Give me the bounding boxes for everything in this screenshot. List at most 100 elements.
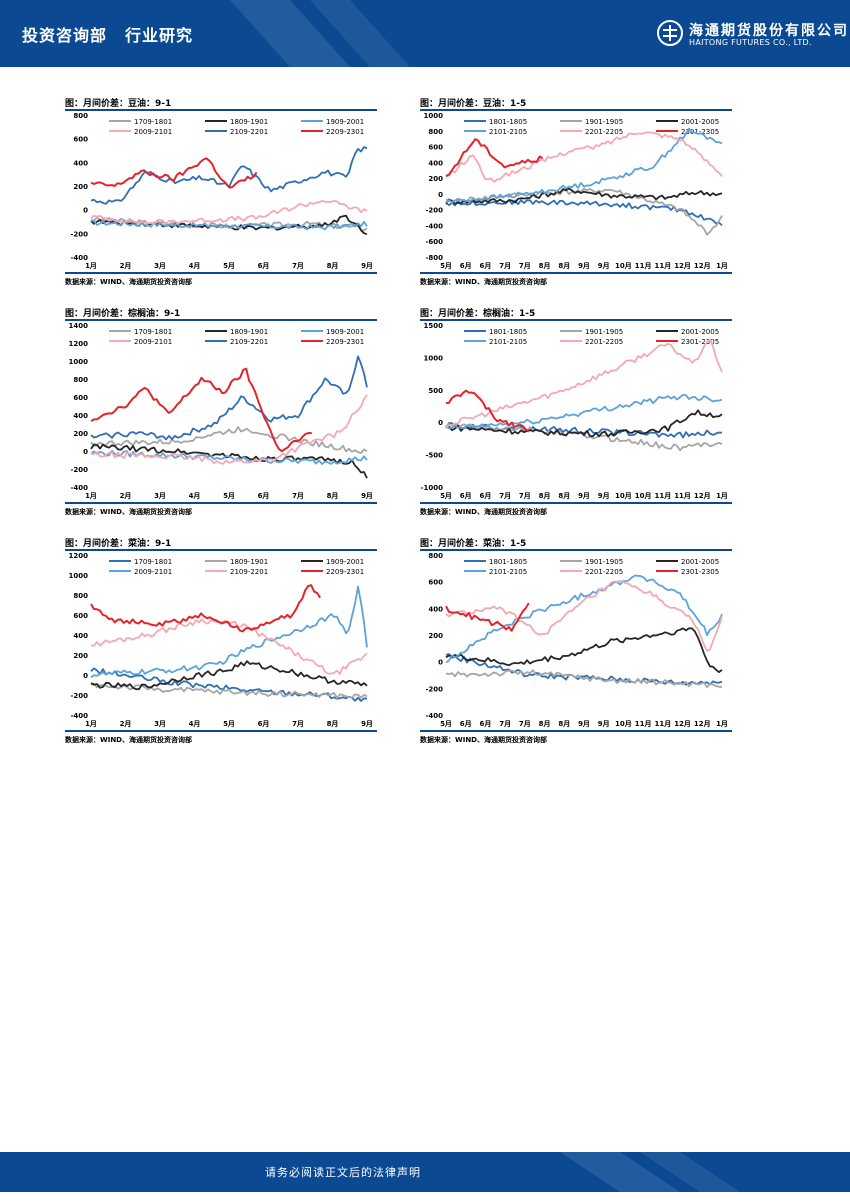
legend-entry: 1901-1905: [560, 328, 623, 336]
y-tick-label: -600: [425, 238, 443, 246]
legend-label: 1901-1905: [585, 118, 623, 126]
x-tick-label: 5月: [223, 262, 235, 270]
legend-entry: 2001-2005: [656, 118, 719, 126]
x-tick-label: 7月: [519, 720, 531, 728]
chart-title: 图：月间价差：棕榈油：1-5: [420, 309, 536, 319]
series-line-1909-2001: [90, 660, 368, 691]
x-tick-label: 6月: [460, 492, 472, 500]
y-tick-label: -1000: [421, 484, 444, 492]
x-tick-label: 4月: [189, 720, 201, 728]
x-tick-label: 8月: [558, 262, 570, 270]
x-tick-label: 9月: [578, 720, 590, 728]
x-tick-label: 1月: [716, 262, 728, 270]
series-line-1901-1905: [445, 187, 723, 236]
y-tick-label: 500: [428, 387, 443, 395]
y-tick-label: 400: [73, 632, 88, 640]
x-tick-label: 8月: [327, 720, 339, 728]
legend-entry: 1801-1805: [464, 558, 527, 566]
x-tick-label: 6月: [258, 720, 270, 728]
legend-entry: 1709-1801: [109, 118, 172, 126]
x-tick-label: 10月: [615, 262, 632, 270]
legend-entry: 1809-1901: [205, 328, 268, 336]
x-tick-label: 6月: [258, 262, 270, 270]
y-tick-label: 0: [438, 659, 443, 667]
x-tick-label: 11月: [654, 492, 671, 500]
y-tick-label: 200: [73, 652, 88, 660]
x-tick-label: 2月: [120, 492, 132, 500]
legend-label: 2301-2305: [681, 128, 719, 136]
legend-entry: 1801-1805: [464, 328, 527, 336]
y-tick-label: 400: [73, 159, 88, 167]
y-tick-label: -200: [70, 692, 88, 700]
y-tick-label: 0: [83, 672, 88, 680]
y-tick-label: -200: [70, 466, 88, 474]
series-line-2301-2305: [445, 602, 530, 632]
y-tick-label: 200: [73, 430, 88, 438]
legend-label: 1801-1805: [489, 328, 527, 336]
x-tick-label: 1月: [716, 492, 728, 500]
y-tick-label: 800: [428, 128, 443, 136]
legend-entry: 2001-2005: [656, 558, 719, 566]
series-line-1801-1805: [445, 198, 723, 227]
chart-source: 数据来源：WIND、海通期货投资咨询部: [65, 278, 192, 286]
chart-bottom-rule: [65, 272, 377, 274]
chart-title: 图：月间价差：豆油：1-5: [420, 99, 527, 109]
y-tick-label: 1400: [69, 322, 89, 330]
x-tick-label: 6月: [479, 492, 491, 500]
x-tick-label: 2月: [120, 262, 132, 270]
x-tick-label: 9月: [361, 262, 373, 270]
x-tick-label: 9月: [598, 262, 610, 270]
legend-label: 2301-2305: [681, 568, 719, 576]
legend-label: 2001-2005: [681, 328, 719, 336]
y-tick-label: 600: [73, 136, 88, 144]
series-line-2101-2105: [445, 394, 723, 430]
series-line-1901-1905: [445, 669, 723, 689]
series-line-2109-2201: [90, 618, 368, 675]
legend-label: 2101-2105: [489, 338, 527, 346]
chart-top-rule: [420, 319, 732, 321]
x-tick-label: 3月: [154, 492, 166, 500]
legend-label: 1709-1801: [134, 558, 172, 566]
x-tick-label: 9月: [578, 492, 590, 500]
series-line-2109-2201: [90, 146, 368, 205]
x-tick-label: 2月: [120, 720, 132, 728]
x-tick-label: 9月: [361, 492, 373, 500]
legend-entry: 2001-2005: [656, 328, 719, 336]
chart-source: 数据来源：WIND、海通期货投资咨询部: [420, 508, 547, 516]
legend-entry: 2109-2201: [205, 568, 268, 576]
legend-entry: 2009-2101: [109, 338, 172, 346]
series-line-1909-2001: [91, 219, 368, 231]
y-tick-label: 600: [73, 612, 88, 620]
x-tick-label: 3月: [154, 262, 166, 270]
x-tick-label: 8月: [558, 720, 570, 728]
y-tick-label: 800: [428, 552, 443, 560]
y-tick-label: -400: [70, 712, 88, 720]
chart-bottom-rule: [65, 730, 377, 732]
x-tick-label: 11月: [654, 262, 671, 270]
legend-entry: 1801-1805: [464, 118, 527, 126]
legend-entry: 2301-2305: [656, 568, 719, 576]
legend-entry: 1909-2001: [301, 558, 364, 566]
x-tick-label: 11月: [654, 720, 671, 728]
chart-title: 图：月间价差：菜油：1-5: [420, 539, 527, 549]
series-line-2001-2005: [445, 409, 723, 438]
x-tick-label: 8月: [558, 492, 570, 500]
x-tick-label: 12月: [694, 720, 711, 728]
series-line-2301-2305: [445, 138, 544, 177]
x-tick-label: 5月: [223, 720, 235, 728]
legend-label: 1801-1805: [489, 118, 527, 126]
legend-entry: 2101-2105: [464, 568, 527, 576]
chart-title: 图：月间价差：棕榈油：9-1: [65, 309, 181, 319]
legend-label: 1801-1805: [489, 558, 527, 566]
chart-bottom-rule: [420, 502, 732, 504]
x-tick-label: 12月: [694, 262, 711, 270]
x-tick-label: 6月: [460, 262, 472, 270]
legend-entry: 1909-2001: [301, 328, 364, 336]
x-tick-label: 11月: [635, 262, 652, 270]
x-tick-label: 5月: [440, 262, 452, 270]
y-tick-label: 600: [428, 144, 443, 152]
